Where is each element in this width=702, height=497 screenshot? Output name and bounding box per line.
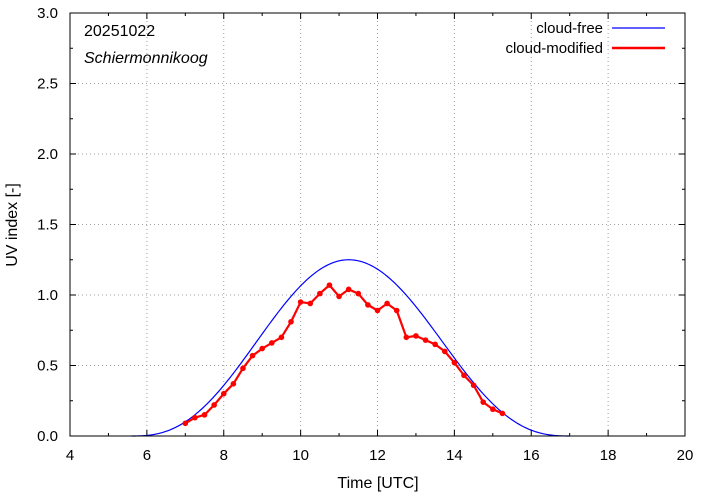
- data-point: [259, 345, 265, 352]
- legend: cloud-free cloud-modified: [505, 20, 665, 57]
- data-point: [240, 365, 246, 372]
- data-point: [230, 381, 237, 387]
- data-point: [480, 399, 487, 405]
- data-point: [413, 333, 419, 339]
- data-point: [326, 282, 333, 288]
- data-point: [374, 307, 381, 314]
- x-tick-label: 16: [523, 447, 540, 464]
- x-tick-label: 4: [66, 447, 74, 464]
- x-tick-label: 8: [220, 447, 228, 464]
- data-point: [249, 352, 256, 359]
- y-tick-label: 2.5: [37, 76, 58, 93]
- x-tick-label: 20: [677, 447, 694, 464]
- data-point: [336, 293, 342, 300]
- data-point: [365, 302, 371, 308]
- series-line-cloud-modified: [184, 284, 503, 425]
- data-point: [345, 286, 352, 293]
- x-tick-label: 14: [446, 447, 463, 464]
- data-point: [499, 410, 506, 417]
- data-point: [393, 307, 400, 314]
- data-point: [451, 359, 458, 366]
- data-point: [355, 290, 362, 297]
- data-point: [201, 412, 208, 418]
- data-point: [403, 334, 410, 341]
- location-annotation: Schiermonnikoog: [84, 50, 208, 67]
- data-point: [211, 402, 217, 408]
- data-point: [278, 334, 285, 341]
- data-point: [192, 414, 198, 421]
- data-point: [288, 318, 294, 325]
- data-point: [297, 299, 304, 305]
- data-point: [220, 390, 227, 397]
- data-point: [182, 420, 189, 427]
- y-axis-title: UV index [-]: [4, 183, 21, 267]
- tick-layer: 4 6 8 10 12 14 16 18 20 0.0 0.5 1.0 1.5 2.0 2.5 3.0: [37, 5, 693, 464]
- series-line-cloud-free: [131, 259, 570, 437]
- data-point: [422, 337, 429, 343]
- y-tick-label: 1.0: [37, 287, 58, 304]
- data-point: [317, 290, 323, 297]
- x-axis-title: Time [UTC]: [337, 475, 418, 492]
- x-tick-label: 12: [369, 447, 386, 464]
- x-tick-label: 18: [600, 447, 617, 464]
- data-point: [384, 300, 390, 307]
- legend-label: cloud-modified: [505, 40, 603, 57]
- y-tick-label: 0.0: [37, 428, 58, 445]
- y-tick-label: 1.5: [37, 217, 58, 234]
- x-tick-label: 10: [292, 447, 309, 464]
- y-tick-label: 2.0: [37, 146, 58, 163]
- x-tick-label: 6: [143, 447, 151, 464]
- grid-layer: [70, 13, 685, 436]
- date-annotation: 20251022: [84, 23, 155, 40]
- data-point: [307, 300, 314, 307]
- data-point: [461, 372, 467, 379]
- data-point: [268, 340, 275, 346]
- data-point: [441, 348, 448, 355]
- data-point: [490, 406, 496, 413]
- y-tick-label: 3.0: [37, 5, 58, 22]
- data-point: [432, 341, 438, 348]
- legend-label: cloud-free: [536, 20, 603, 37]
- series-layer: [131, 259, 570, 437]
- y-tick-label: 0.5: [37, 358, 58, 375]
- data-point: [470, 382, 477, 389]
